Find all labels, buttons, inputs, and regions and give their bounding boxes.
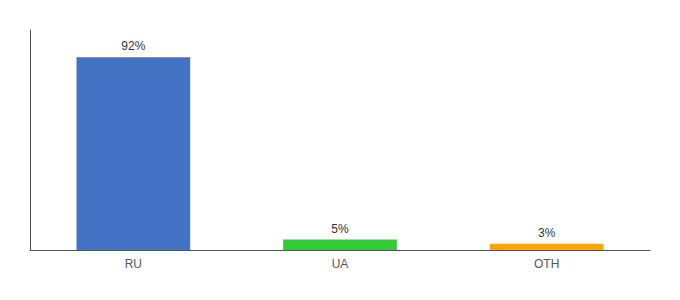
svg-text:UA: UA — [332, 257, 349, 271]
svg-text:3%: 3% — [538, 226, 556, 240]
svg-text:5%: 5% — [331, 222, 349, 236]
svg-text:92%: 92% — [121, 39, 145, 53]
svg-text:RU: RU — [125, 257, 142, 271]
svg-text:OTH: OTH — [534, 257, 559, 271]
